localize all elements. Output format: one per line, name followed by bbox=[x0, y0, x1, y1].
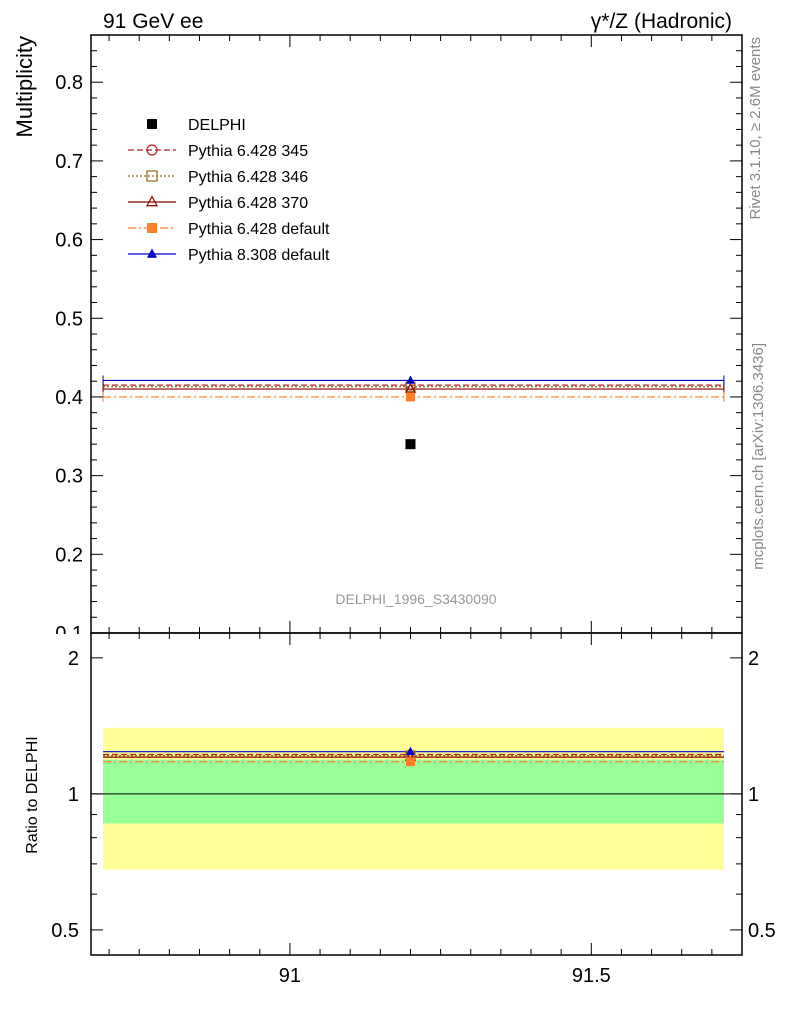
label-mask bbox=[30, 634, 90, 656]
y-tick-label-right: 0.5 bbox=[748, 920, 776, 942]
main-ylabel: Multiplicity bbox=[12, 36, 37, 137]
y-tick-label-right: 1 bbox=[748, 784, 759, 806]
y-tick-label: 1 bbox=[68, 784, 79, 806]
ratio-point bbox=[405, 757, 415, 767]
x-tick-label: 91.5 bbox=[572, 965, 611, 987]
mc-point bbox=[405, 375, 415, 384]
legend-marker bbox=[147, 119, 157, 129]
legend-label: Pythia 6.428 345 bbox=[188, 143, 308, 160]
ratio-ylabel: Ratio to DELPHI bbox=[24, 736, 41, 853]
ratio-point bbox=[405, 746, 415, 756]
ratio-plot-panel: 0.5 0.5 1 1 2 2 91 91.5 bbox=[51, 632, 776, 987]
y-tick-label: 0.7 bbox=[55, 151, 83, 173]
header-left: 91 GeV ee bbox=[103, 10, 203, 33]
legend: DELPHI Pythia 6.428 345 Pythia 6.428 346 Py… bbox=[128, 117, 330, 264]
legend-label: Pythia 6.428 default bbox=[188, 221, 330, 238]
data-point bbox=[405, 439, 416, 450]
y-tick-label: 0.2 bbox=[55, 544, 83, 566]
legend-label: Pythia 6.428 346 bbox=[188, 169, 308, 186]
y-tick-label: 0.5 bbox=[51, 920, 79, 942]
y-tick-label: 2 bbox=[68, 648, 79, 670]
legend-marker bbox=[145, 195, 159, 207]
legend-label: DELPHI bbox=[188, 117, 246, 134]
mcplots-label: mcplots.cern.ch [arXiv:1306.3436] bbox=[750, 343, 767, 570]
y-tick-label: 0.4 bbox=[55, 387, 83, 409]
rivet-label: Rivet 3.1.10, ≥ 2.6M events bbox=[747, 37, 764, 220]
legend-marker bbox=[146, 170, 158, 182]
x-tick-label: 91 bbox=[279, 965, 301, 987]
legend-label: Pythia 6.428 370 bbox=[188, 195, 308, 212]
legend-marker bbox=[147, 223, 157, 233]
legend-marker bbox=[147, 248, 157, 258]
uncertainty-band bbox=[103, 759, 724, 824]
mc-point bbox=[405, 392, 415, 402]
header-right: γ*/Z (Hadronic) bbox=[591, 10, 732, 33]
y-tick-label: 0.3 bbox=[55, 466, 83, 488]
y-tick-label: 0.5 bbox=[55, 308, 83, 330]
y-tick-label: 0.8 bbox=[55, 72, 83, 94]
main-plot-panel: 0.10.20.30.40.50.60.70.8 bbox=[30, 34, 743, 656]
y-tick-label-right: 2 bbox=[748, 648, 759, 670]
y-tick-label: 0.6 bbox=[55, 230, 83, 252]
legend-label: Pythia 8.308 default bbox=[188, 247, 330, 264]
analysis-watermark: DELPHI_1996_S3430090 bbox=[335, 591, 496, 607]
legend-marker bbox=[146, 144, 158, 156]
